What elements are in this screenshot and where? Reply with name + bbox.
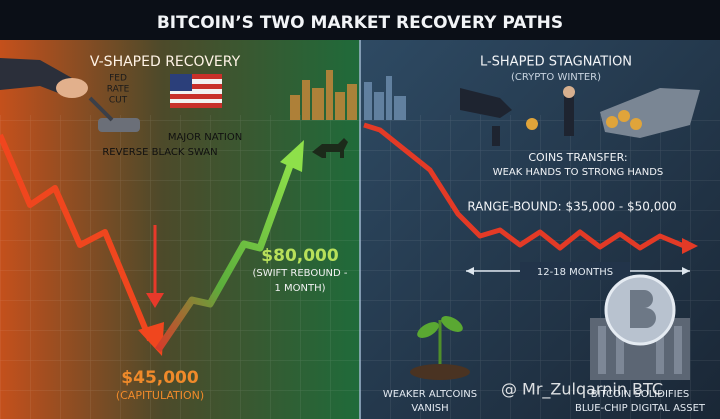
- hand-lever: [0, 58, 140, 132]
- crash-line: [0, 133, 153, 342]
- bitcoin-label: BLUE-CHIP DIGITAL ASSET: [575, 403, 706, 414]
- duration-arrow-right: [682, 267, 690, 275]
- skyline-left: [290, 70, 357, 120]
- skyline-right: [364, 76, 406, 120]
- rebound-arrowhead: [280, 140, 304, 172]
- us-flag: [170, 74, 222, 108]
- right-heading: L-SHAPED STAGNATION: [480, 55, 632, 70]
- stagnation-line: [363, 122, 685, 251]
- rebound-note: 1 MONTH): [274, 283, 325, 294]
- title: BITCOIN’S TWO MARKET RECOVERY PATHS: [157, 13, 563, 33]
- rebound-price: $80,000: [261, 246, 339, 266]
- range-label: RANGE-BOUND: $35,000 - $50,000: [467, 200, 676, 214]
- down-arrow-head: [146, 293, 164, 308]
- coins-transfer: COINS TRANSFER:: [528, 151, 627, 164]
- bull-icon: [312, 138, 348, 158]
- coins-transfer: WEAK HANDS TO STRONG HANDS: [493, 167, 664, 178]
- sprout: [410, 316, 470, 380]
- bitcoin-building: [590, 274, 690, 380]
- duration-label: 12-18 MONTHS: [537, 267, 613, 278]
- fed-rate-cut: CUT: [109, 96, 128, 106]
- title-bar: [0, 0, 720, 40]
- major-nation: REVERSE BLACK SWAN: [102, 147, 217, 158]
- altcoins-label: WEAKER ALTCOINS: [383, 389, 477, 400]
- bottom-price: $45,000: [121, 368, 199, 388]
- hands-coins: [460, 86, 700, 146]
- right-subheading: (CRYPTO WINTER): [511, 72, 601, 83]
- bottom-note: (CAPITULATION): [116, 389, 204, 402]
- bitcoin-label: BITCOIN SOLIDIFIES: [591, 389, 690, 400]
- fed-rate-cut: FED: [109, 74, 127, 84]
- fed-rate-cut: RATE: [107, 85, 130, 95]
- rebound-note: (SWIFT REBOUND -: [252, 268, 347, 279]
- rebound-line: [155, 158, 296, 352]
- stagnation-arrowhead: [682, 238, 698, 254]
- major-nation: MAJOR NATION: [168, 132, 242, 143]
- duration-label-bg: [520, 262, 630, 280]
- altcoins-label: VANISH: [411, 403, 448, 414]
- duration-arrow-left: [466, 267, 474, 275]
- left-heading: V-SHAPED RECOVERY: [90, 54, 241, 70]
- watermark: @ Mr_Zulqarnin BTC: [501, 380, 663, 400]
